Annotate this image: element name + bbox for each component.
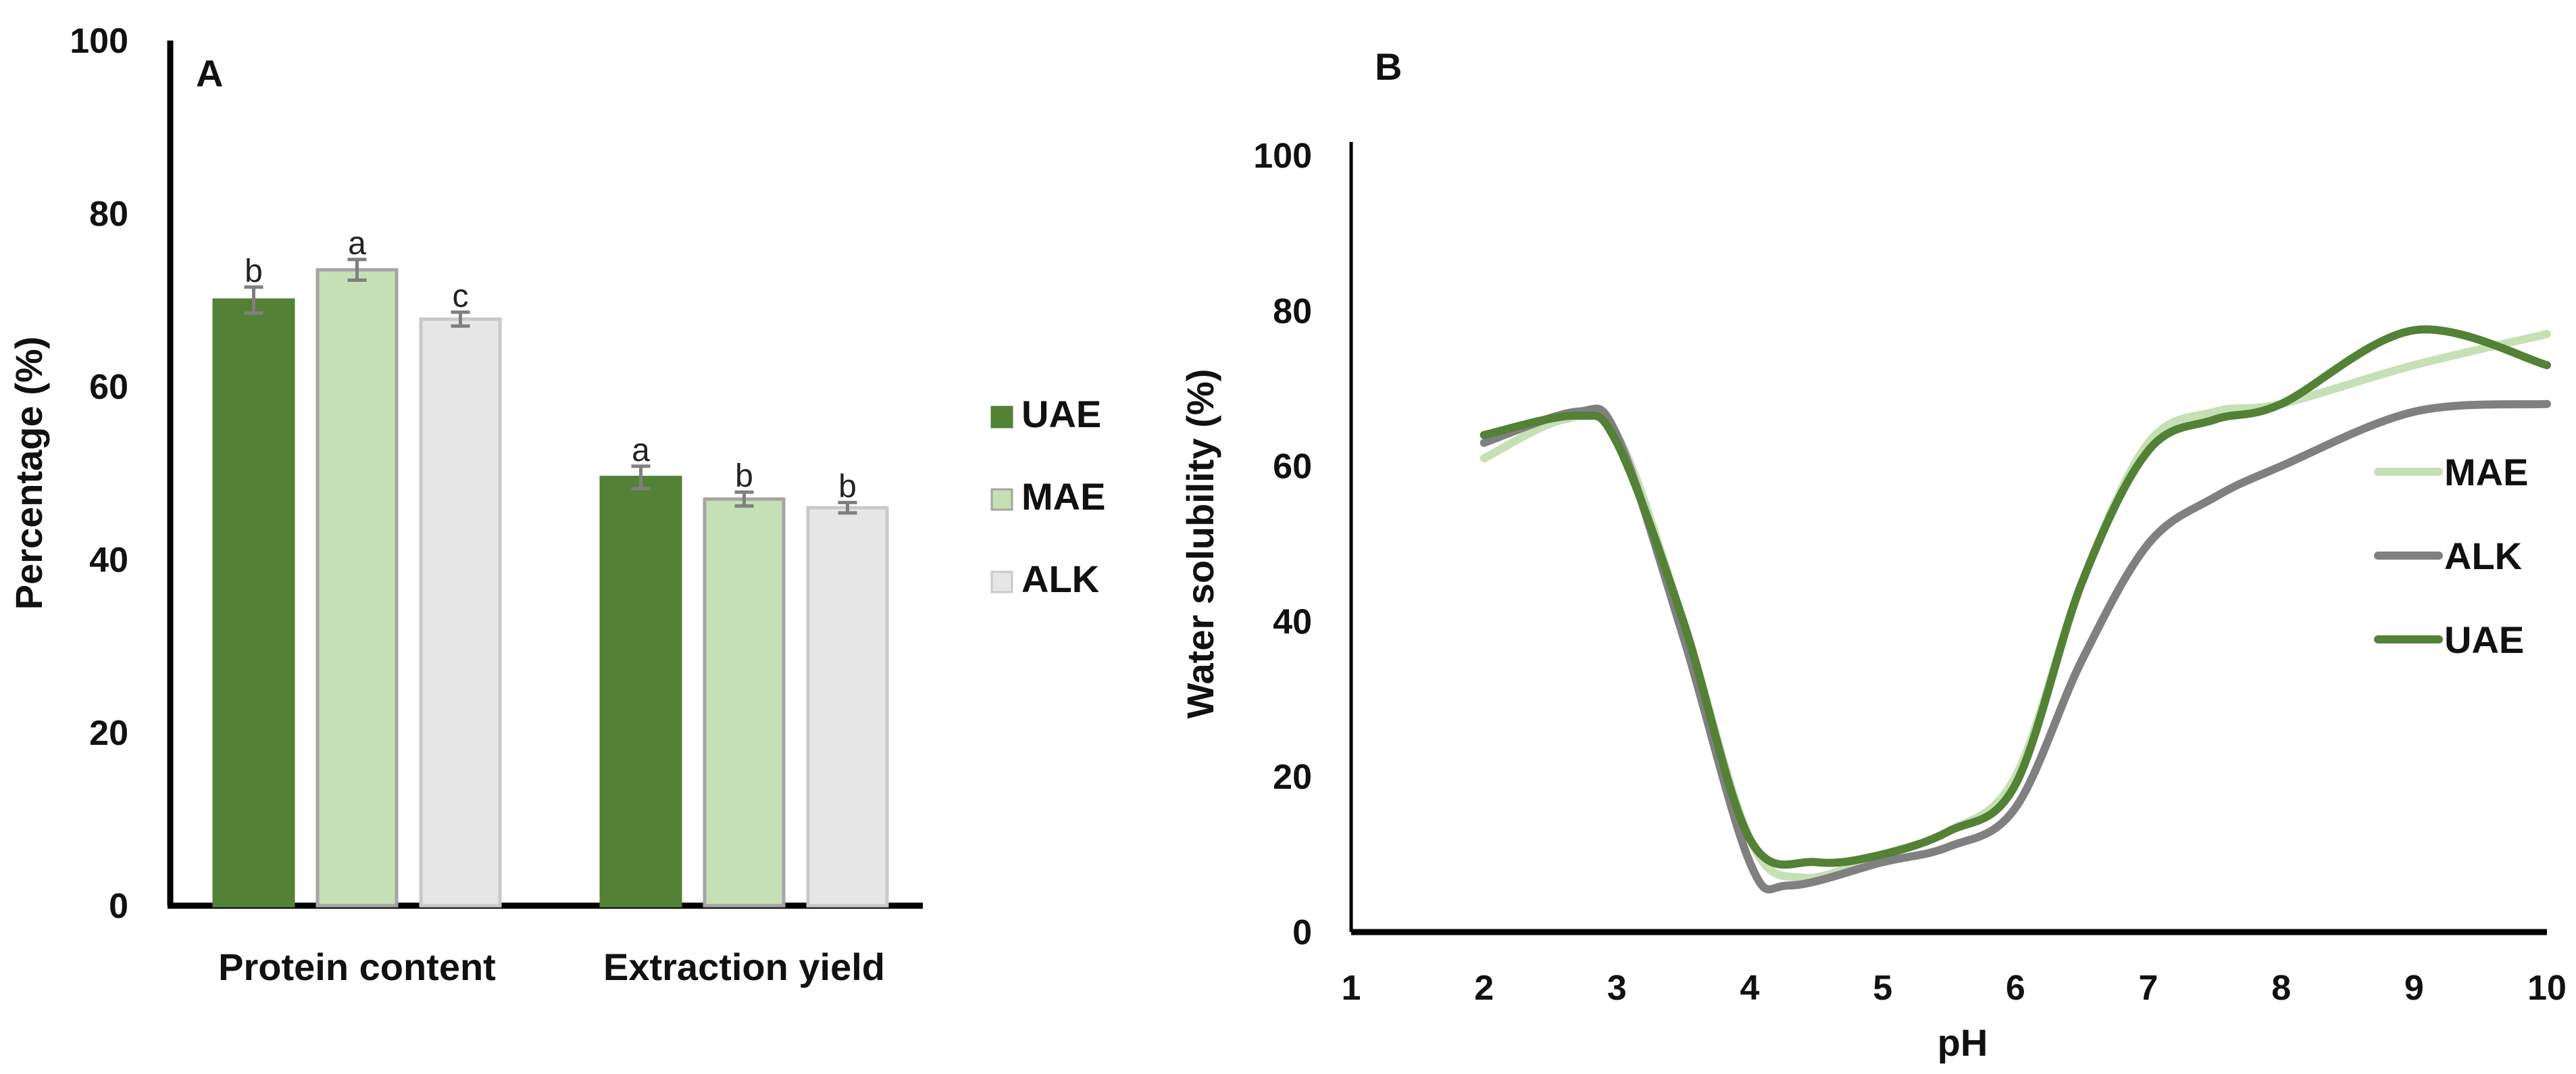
y-axis-title: Percentage (%): [7, 337, 50, 610]
y-tick-label: 60: [1273, 447, 1312, 487]
x-tick-label: 9: [2404, 969, 2424, 1008]
significance-letter: a: [632, 433, 650, 468]
bar-uae: [212, 298, 295, 908]
panel-label: A: [196, 52, 223, 95]
legend-label: UAE: [1021, 393, 1101, 435]
y-tick-label: 0: [109, 887, 128, 926]
legend-swatch-alk: [990, 570, 1013, 593]
y-tick-label: 100: [1253, 137, 1312, 176]
x-tick-label: 6: [2006, 969, 2025, 1008]
y-tick-label: 80: [1273, 292, 1312, 331]
y-tick-label: 60: [89, 368, 128, 407]
y-tick-label: 40: [89, 541, 128, 580]
x-tick-label: 2: [1474, 969, 1494, 1008]
panel-b-line-chart: 0 20 40 60 80 100 1 2 3 4 5 6 7 8 9 10 BpH Water solubili…: [1179, 45, 2567, 1064]
x-axis-title: pH: [1938, 1021, 1988, 1064]
bar-mae: [315, 268, 399, 908]
significance-letter: b: [245, 253, 263, 289]
legend-label: MAE: [1021, 475, 1105, 518]
significance-letter: b: [838, 469, 857, 505]
legend-label: ALK: [2444, 535, 2522, 577]
panel-label: B: [1375, 45, 1402, 88]
y-tick-label: 20: [89, 714, 128, 753]
legend-swatch-mae: [990, 488, 1013, 511]
category-label: Protein content: [218, 946, 496, 988]
bar-uae: [599, 475, 682, 908]
x-tick-label: 10: [2527, 969, 2567, 1008]
category-label: Extraction yield: [603, 946, 885, 988]
y-tick-label: 20: [1273, 758, 1312, 797]
significance-letter: c: [453, 278, 469, 314]
bar-alk: [419, 317, 502, 908]
legend-label: MAE: [2444, 451, 2528, 493]
x-tick-label: 4: [1740, 969, 1760, 1008]
significance-letter: a: [348, 226, 366, 262]
y-axis-title: Water solubility (%): [1179, 369, 1221, 719]
line-uae: [1480, 325, 2551, 869]
legend-label: ALK: [1021, 558, 1099, 600]
line-alk: [1480, 399, 2551, 894]
y-tick-label: 40: [1273, 602, 1312, 641]
significance-letter: b: [735, 458, 753, 494]
x-tick-label: 7: [2139, 969, 2158, 1008]
bar-mae: [703, 497, 786, 908]
y-tick-label: 0: [1292, 913, 1312, 952]
legend-label: UAE: [2444, 618, 2524, 661]
x-tick-label: 3: [1607, 969, 1627, 1008]
y-tick-label: 80: [89, 195, 128, 234]
y-tick-label: 100: [70, 22, 128, 61]
legend-swatch-uae: [990, 406, 1013, 429]
x-tick-label: 5: [1873, 969, 1892, 1008]
x-tick-label: 8: [2271, 969, 2291, 1008]
bar-alk: [806, 506, 889, 908]
x-tick-label: 1: [1342, 969, 1361, 1008]
panel-a-bar-chart: 0 20 40 60 80 100 A Percentage (%) b a c Protein co…: [7, 22, 1105, 988]
